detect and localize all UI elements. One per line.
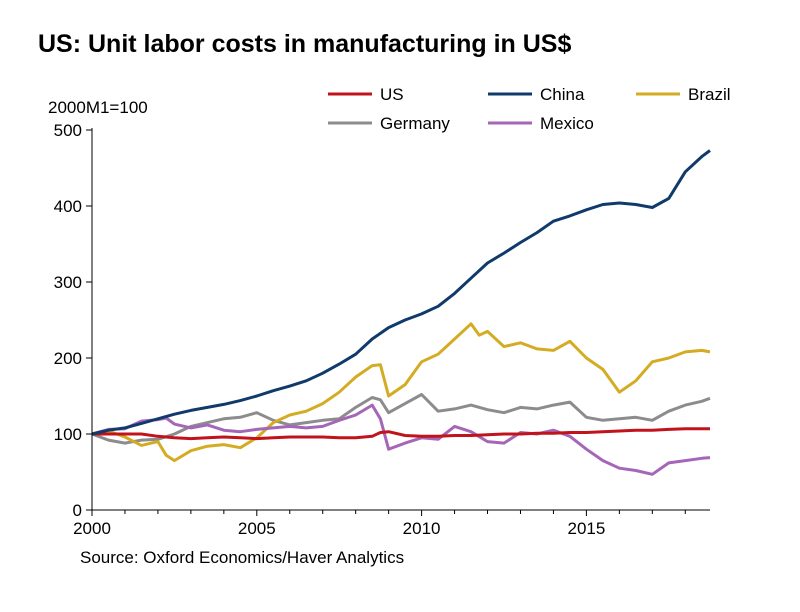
y-tick-label: 400: [54, 197, 82, 216]
x-tick-label: 2015: [567, 519, 605, 538]
series-lines: [91, 149, 711, 476]
series-line-brazil: [91, 322, 711, 463]
y-tick-label: 100: [54, 425, 82, 444]
legend-label-brazil: Brazil: [688, 85, 731, 104]
legend: US China Brazil Germany Mexico: [328, 85, 731, 133]
legend-label-us: US: [380, 85, 404, 104]
axes: [91, 128, 710, 511]
source-note: Source: Oxford Economics/Haver Analytics: [80, 548, 405, 567]
y-tick-label: 500: [54, 121, 82, 140]
x-tick-label: 2005: [238, 519, 276, 538]
legend-label-germany: Germany: [380, 114, 450, 133]
legend-label-mexico: Mexico: [540, 114, 594, 133]
chart-title: US: Unit labor costs in manufacturing in…: [38, 30, 572, 58]
x-tick-label: 2000: [73, 519, 111, 538]
y-tick-label: 0: [73, 501, 82, 520]
y-ticks: 0 100 200 300 400 500: [54, 121, 92, 520]
series-line-china: [91, 149, 711, 436]
series-line-germany: [91, 393, 711, 445]
series-line-mexico: [91, 403, 711, 476]
y-tick-label: 300: [54, 273, 82, 292]
x-ticks: 2000 2005 2010 2015: [73, 510, 686, 538]
y-tick-label: 200: [54, 349, 82, 368]
x-tick-label: 2010: [403, 519, 441, 538]
y-axis-label: 2000M1=100: [48, 98, 148, 117]
series-line-us: [92, 427, 710, 441]
legend-label-china: China: [540, 85, 585, 104]
